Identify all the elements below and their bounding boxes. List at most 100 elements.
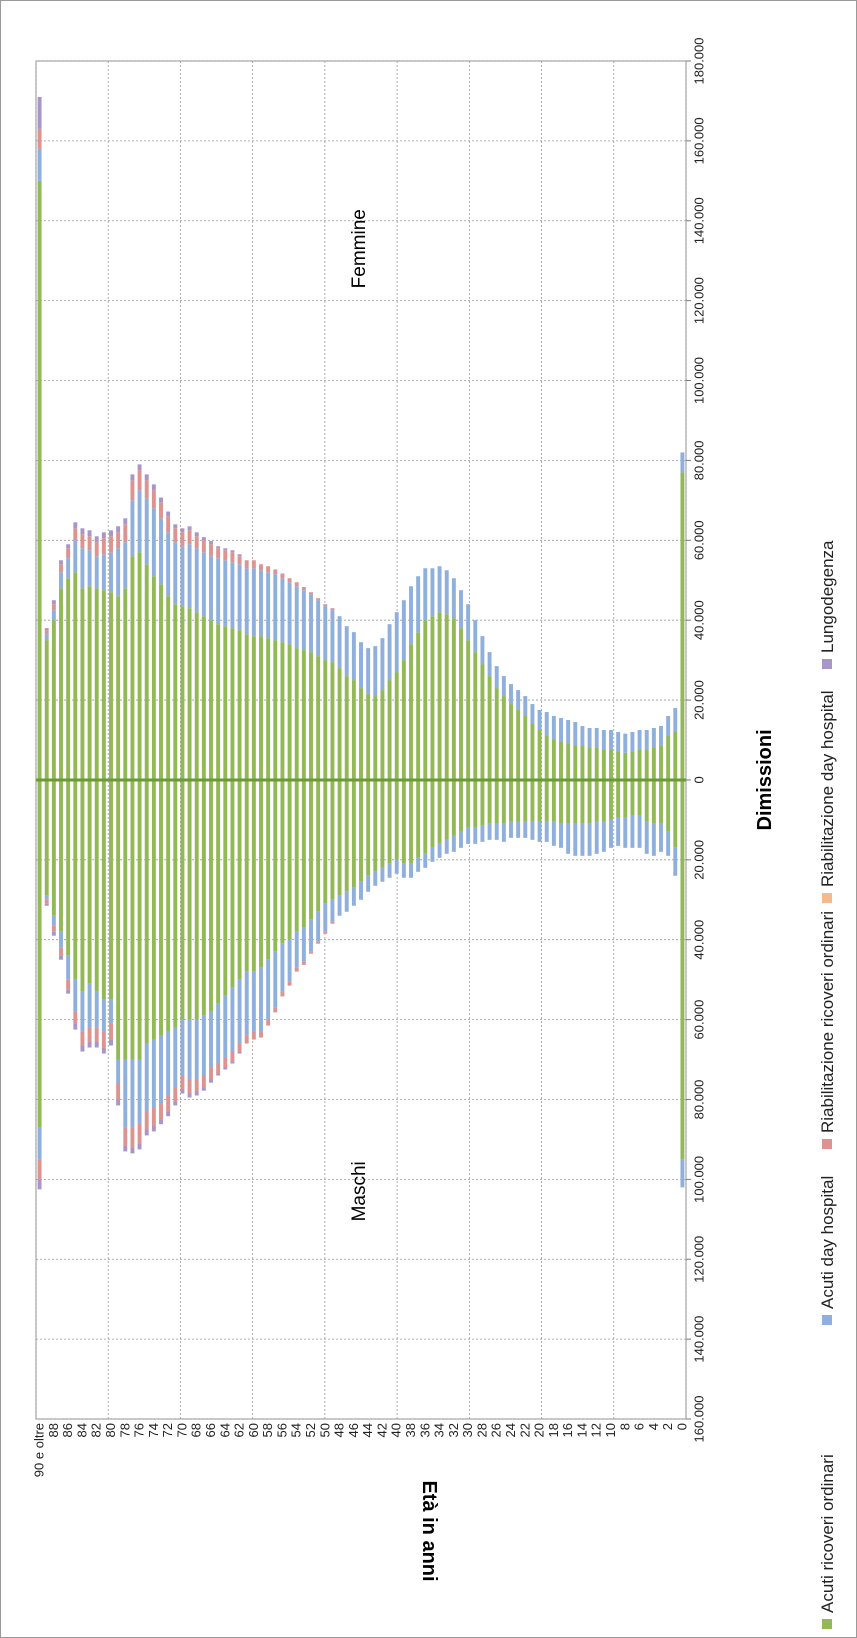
bar-male-age-68-series-0 — [194, 779, 199, 1020]
bar-female-age-6-series-1 — [637, 730, 642, 750]
bar-male-age-37-series-1 — [416, 857, 421, 872]
bar-male-age-7-series-0 — [630, 779, 635, 816]
bar-female-age-87-series-2 — [59, 564, 63, 573]
bar-female-age-34-series-0 — [437, 612, 442, 780]
bar-male-age-35-series-1 — [430, 847, 435, 862]
bar-female-age-87-series-4 — [59, 560, 63, 565]
bar-female-age-81-series-2 — [101, 538, 106, 555]
bar-female-age-3-series-1 — [659, 726, 663, 746]
bar-female-age-14-series-0 — [580, 745, 585, 780]
bar-female-age-52-series-1 — [309, 594, 313, 653]
bar-male-age-5-series-1 — [644, 821, 649, 854]
bar-female-age-24-series-1 — [509, 684, 513, 705]
bar-female-age-56-series-0 — [280, 642, 285, 780]
bar-female-age-12-series-1 — [594, 728, 599, 748]
bar-male-age-87-series-1 — [59, 931, 63, 948]
bar-female-age-79-series-4 — [116, 526, 121, 533]
bar-female-age-71-series-2 — [173, 528, 178, 543]
bar-female-age-11-series-1 — [601, 730, 606, 750]
bar-male-age-48-series-0 — [337, 779, 342, 896]
bar-female-age-49-series-2 — [330, 608, 335, 611]
age-tick-label: 56 — [274, 1423, 289, 1437]
bar-female-age-86-series-4 — [66, 544, 71, 549]
bar-female-age-88-series-4 — [51, 600, 56, 605]
bar-female-age-63-series-4 — [230, 550, 235, 553]
bar-female-age-71-series-1 — [173, 542, 178, 605]
bar-male-age-82-series-2 — [94, 1027, 99, 1042]
bar-male-age-24-series-0 — [509, 779, 513, 822]
bar-female-age-33-series-0 — [444, 614, 449, 780]
bar-female-age-74-series-1 — [151, 508, 156, 577]
bar-male-age-88-series-0 — [51, 779, 56, 916]
bar-female-age-5-series-0 — [644, 749, 649, 780]
bar-male-age-55-series-1 — [287, 939, 292, 982]
bar-male-age-66-series-4 — [209, 1079, 213, 1083]
bar-female-age-28-series-0 — [480, 664, 485, 780]
bar-female-age-75-series-0 — [144, 564, 149, 780]
bar-male-age-61-series-2 — [244, 1035, 249, 1044]
bar-male-age-4-series-0 — [651, 779, 656, 824]
bar-male-age-90-series-2 — [37, 1159, 42, 1180]
age-tick-label: 62 — [232, 1423, 247, 1437]
bar-female-age-70-series-1 — [180, 546, 185, 607]
bar-female-age-63-series-2 — [230, 552, 235, 563]
bar-male-age-12-series-0 — [594, 779, 599, 822]
bar-male-age-53-series-2 — [301, 961, 306, 965]
bar-female-age-50-series-0 — [323, 660, 328, 780]
bar-male-age-83-series-1 — [87, 983, 92, 1028]
bar-female-age-73-series-2 — [159, 502, 163, 519]
bar-male-age-8-series-0 — [623, 779, 628, 818]
bar-female-age-28-series-1 — [480, 636, 485, 665]
bar-male-age-37-series-0 — [416, 779, 421, 858]
bar-male-age-2-series-0 — [666, 779, 671, 832]
bar-female-age-27-series-0 — [487, 676, 492, 780]
legend-label-3: Riabilitazione day hospital — [818, 690, 837, 887]
bar-male-age-79-series-0 — [116, 779, 121, 1060]
bar-male-age-85-series-1 — [73, 979, 78, 1012]
bar-female-age-15-series-1 — [573, 722, 578, 746]
age-tick-label: 78 — [117, 1423, 132, 1437]
bar-male-age-76-series-0 — [137, 779, 142, 1060]
age-tick-label: 82 — [89, 1423, 104, 1437]
bar-female-age-37-series-1 — [416, 576, 421, 633]
bar-female-age-84-series-1 — [80, 548, 85, 589]
age-tick-label: 60 — [246, 1423, 261, 1437]
bar-male-age-26-series-0 — [494, 779, 499, 824]
legend-swatch-0 — [822, 1619, 832, 1629]
bar-female-age-74-series-0 — [151, 576, 156, 780]
bar-female-age-81-series-0 — [101, 590, 106, 780]
bar-male-age-84-series-4 — [80, 1045, 85, 1052]
bar-male-age-74-series-0 — [151, 779, 156, 1040]
bar-female-age-70-series-4 — [180, 528, 185, 533]
bar-female-age-12-series-0 — [594, 747, 599, 780]
bar-female-age-20-series-1 — [537, 710, 542, 731]
bar-male-age-81-series-4 — [101, 1047, 106, 1054]
bar-male-age-70-series-4 — [180, 1089, 185, 1094]
bar-male-age-84-series-2 — [80, 1031, 85, 1046]
bar-male-age-2-series-1 — [666, 831, 671, 856]
bar-male-age-3-series-1 — [659, 823, 663, 852]
bar-male-age-40-series-0 — [394, 779, 399, 860]
bar-male-age-6-series-1 — [637, 815, 642, 848]
bar-female-age-69-series-2 — [187, 530, 192, 545]
age-tick-label: 18 — [546, 1423, 561, 1437]
age-tick-label: 70 — [174, 1423, 189, 1437]
bar-female-age-66-series-0 — [209, 620, 213, 780]
bar-male-age-28-series-1 — [480, 825, 485, 842]
bar-female-age-20-series-0 — [537, 730, 542, 780]
bar-female-age-64-series-0 — [223, 626, 228, 780]
bar-male-age-41-series-1 — [387, 863, 392, 878]
bar-male-age-78-series-1 — [123, 1059, 128, 1128]
bar-male-age-80-series-2 — [109, 1023, 113, 1040]
bar-female-age-51-series-1 — [316, 600, 321, 657]
bar-male-age-80-series-4 — [109, 1039, 113, 1046]
bar-male-age-72-series-0 — [166, 779, 171, 1032]
value-tick-label: 40.000 — [692, 920, 707, 960]
bar-male-age-59-series-1 — [259, 967, 263, 1032]
bar-male-age-21-series-0 — [530, 779, 535, 822]
bar-female-age-41-series-0 — [387, 680, 392, 780]
bar-male-age-90-series-4 — [37, 1179, 42, 1190]
bar-female-age-13-series-0 — [587, 747, 592, 780]
bar-male-age-31-series-1 — [459, 831, 463, 848]
bar-female-age-53-series-1 — [301, 590, 306, 651]
